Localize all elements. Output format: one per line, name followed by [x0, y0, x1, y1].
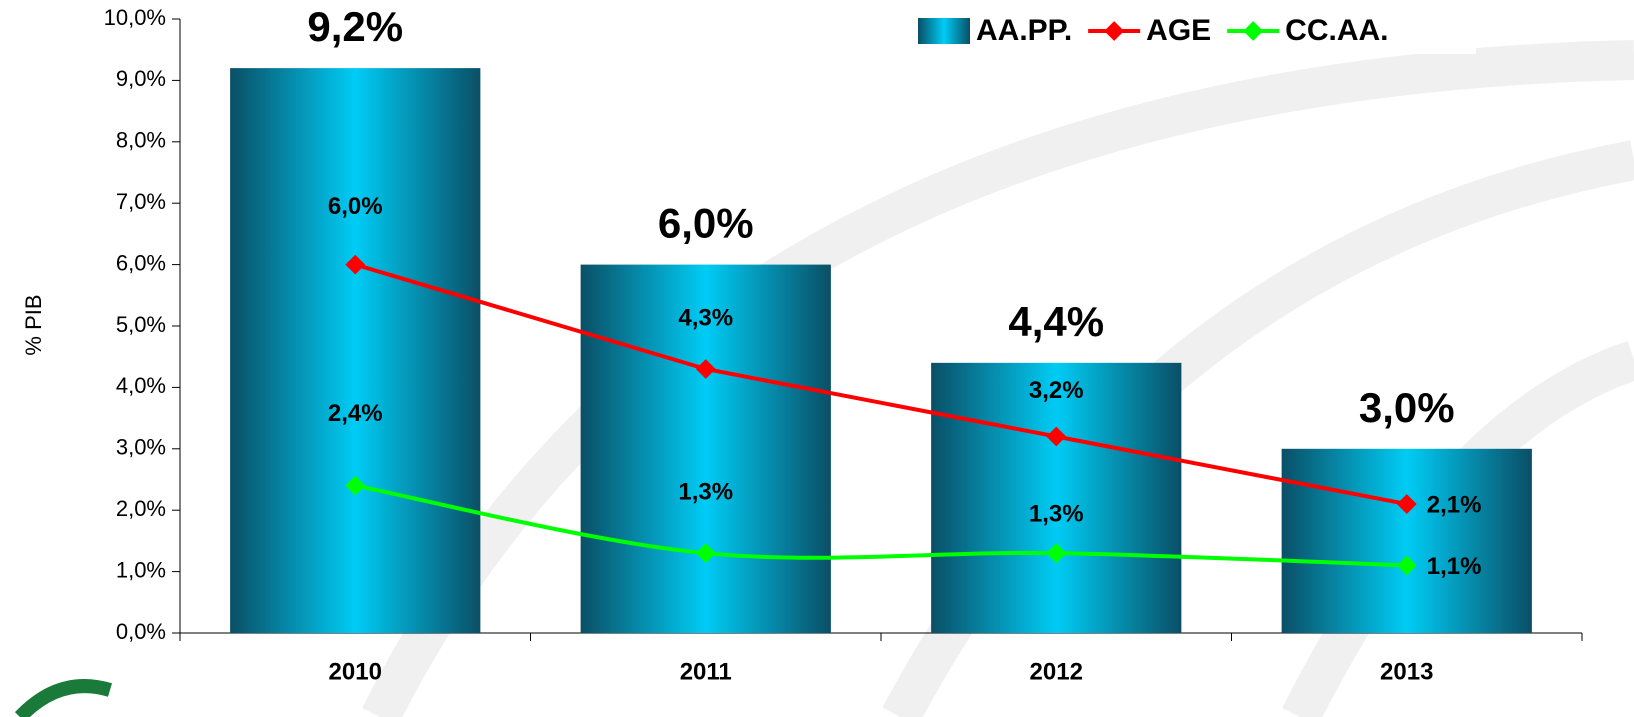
- marker: [1046, 543, 1067, 564]
- y-tick-label: 8,0%: [116, 128, 166, 153]
- y-tick-label: 4,0%: [116, 373, 166, 398]
- bar-label: 6,0%: [658, 200, 754, 247]
- bar-label: 3,0%: [1359, 384, 1455, 431]
- legend-label: CC.AA.: [1285, 14, 1388, 47]
- point-label: 2,1%: [1427, 491, 1482, 518]
- bar: [931, 362, 1182, 633]
- point-label: 4,3%: [678, 304, 733, 331]
- x-tick-label: 2010: [329, 658, 382, 685]
- logo: [14, 679, 113, 717]
- y-tick-label: 1,0%: [116, 557, 166, 582]
- marker: [695, 359, 716, 379]
- x-tick-label: 2012: [1030, 658, 1083, 685]
- y-axis-label: % PIB: [21, 294, 46, 355]
- point-label: 1,1%: [1427, 553, 1482, 580]
- y-tick-label: 6,0%: [116, 250, 166, 275]
- point-label: 1,3%: [1029, 501, 1084, 528]
- legend-box: [910, 4, 1476, 54]
- y-tick-label: 0,0%: [116, 619, 166, 644]
- legend-swatch: [1104, 21, 1125, 41]
- line: [354, 262, 1408, 507]
- bar: [580, 264, 831, 633]
- marker: [345, 254, 366, 275]
- bar-label: 4,4%: [1008, 298, 1104, 345]
- legend-swatch: [1243, 21, 1264, 41]
- bar: [230, 68, 481, 634]
- point-label: 6,0%: [328, 193, 383, 220]
- marker: [1396, 494, 1417, 514]
- marker: [1046, 426, 1067, 447]
- marker: [345, 475, 366, 496]
- bar: [1281, 448, 1532, 633]
- y-tick-label: 2,0%: [116, 496, 166, 521]
- legend-label: AGE: [1146, 14, 1211, 47]
- y-tick-label: 7,0%: [116, 189, 166, 214]
- x-tick-label: 2011: [680, 658, 732, 685]
- point-label: 2,4%: [328, 400, 383, 427]
- y-tick-label: 9,0%: [116, 66, 166, 91]
- legend-swatch: [918, 18, 970, 44]
- bar-label: 9,2%: [307, 3, 403, 50]
- line: [354, 483, 1407, 568]
- point-label: 3,2%: [1029, 377, 1084, 404]
- marker: [1396, 555, 1417, 576]
- marker: [695, 543, 716, 564]
- y-tick-label: 10,0%: [104, 5, 166, 30]
- y-tick-label: 5,0%: [116, 312, 166, 337]
- y-tick-label: 3,0%: [116, 435, 166, 460]
- x-tick-label: 2013: [1380, 658, 1433, 685]
- point-label: 1,3%: [678, 479, 733, 506]
- legend-label: AA.PP.: [976, 14, 1072, 47]
